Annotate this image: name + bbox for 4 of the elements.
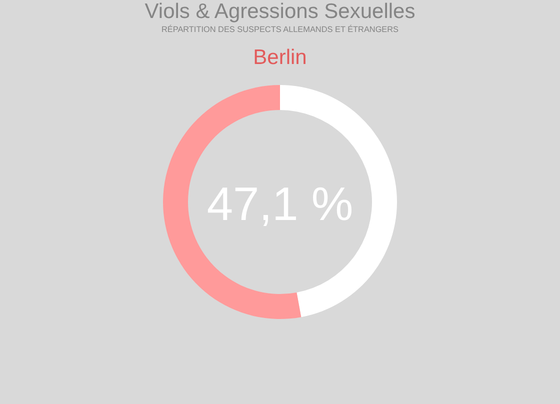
donut-slice <box>163 85 302 319</box>
chart-title: Viols & Agressions Sexuelles <box>144 0 416 23</box>
chart-subtitle: RÉPARTITION DES SUSPECTS ALLEMANDS ET ÉTRANGERS <box>161 24 400 34</box>
text: Berlin <box>253 46 307 69</box>
